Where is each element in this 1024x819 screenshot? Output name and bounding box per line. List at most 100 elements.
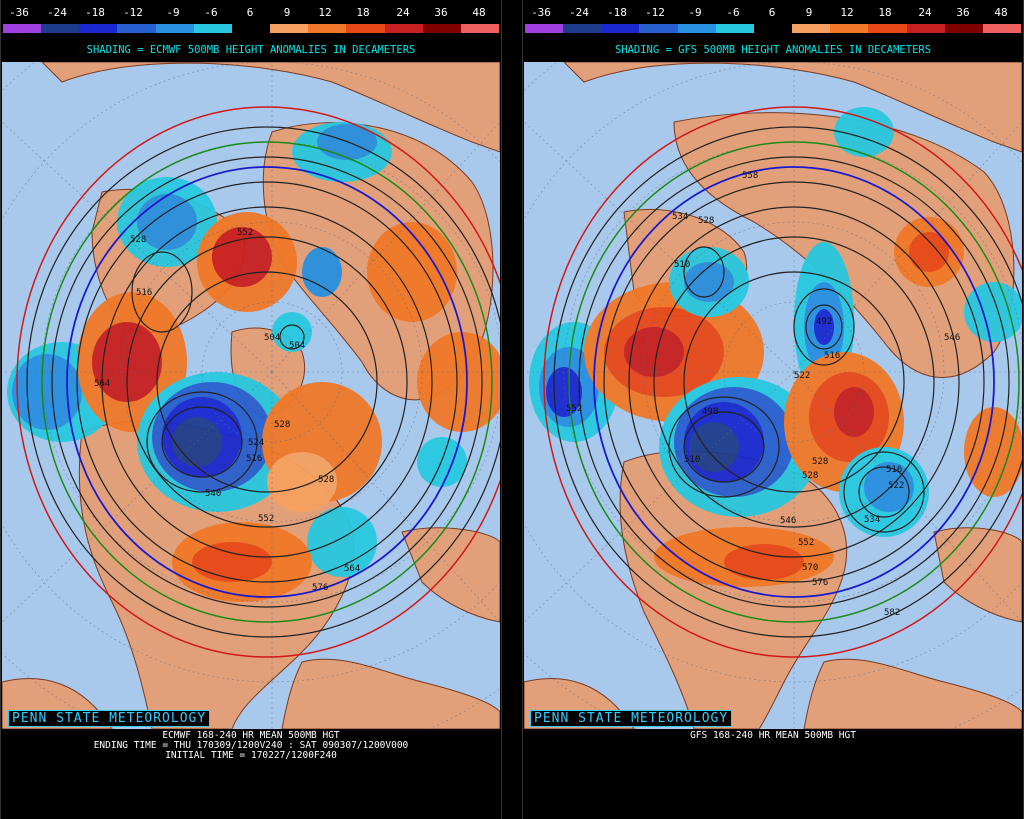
scale-swatch xyxy=(117,24,156,33)
contour-label: 510 xyxy=(674,260,690,270)
scale-label: -36 xyxy=(9,6,29,19)
scale-label: 36 xyxy=(956,6,970,19)
scale-labels: -36 -24 -18 -12 -9 -6 6 9 12 18 24 36 48 xyxy=(523,6,1023,20)
contour-labels: 558 534 528 510 492 516 522 498 510 528 … xyxy=(566,171,960,618)
scale-label: 48 xyxy=(472,6,486,19)
contour-label: 564 xyxy=(344,564,360,574)
scale-label: -12 xyxy=(645,6,665,19)
contour-552 xyxy=(66,166,468,598)
scale-swatch xyxy=(982,24,1022,33)
contour-label: 534 xyxy=(672,212,688,222)
shading-title: SHADING = ECMWF 500MB HEIGHT ANOMALIES I… xyxy=(86,44,416,56)
scale-label: -6 xyxy=(204,6,218,19)
scale-labels: -36 -24 -18 -12 -9 -6 6 9 12 18 24 36 48 xyxy=(1,6,501,20)
scale-swatch xyxy=(79,24,118,33)
scale-label: 9 xyxy=(805,6,813,19)
scale-swatch xyxy=(384,24,423,33)
scale-label: 12 xyxy=(840,6,854,19)
scale-swatch xyxy=(3,24,42,33)
contour-label: 516 xyxy=(886,465,902,475)
scale-swatch xyxy=(753,24,793,33)
scale-swatch xyxy=(308,24,347,33)
contour-label: 564 xyxy=(94,379,110,389)
gfs-panel: -36 -24 -18 -12 -9 -6 6 9 12 18 24 36 48… xyxy=(522,0,1024,819)
gfs-map-graphic: 558 534 528 510 492 516 522 498 510 528 … xyxy=(524,62,1022,729)
contour-red xyxy=(16,106,500,658)
scale-swatch xyxy=(868,24,907,33)
contour-label: 516 xyxy=(136,288,152,298)
scale-swatch xyxy=(193,24,232,33)
contour-label: 528 xyxy=(802,471,818,481)
scale-swatch xyxy=(525,24,564,33)
scale-swatch xyxy=(270,24,309,33)
contour-label: 552 xyxy=(237,228,253,238)
scale-label: 12 xyxy=(318,6,332,19)
contour-label: 546 xyxy=(780,516,796,526)
scale-label: -12 xyxy=(123,6,143,19)
scale-label: -9 xyxy=(166,6,180,19)
scale-swatch xyxy=(830,24,869,33)
caption-line-1: ECMWF 168-240 HR MEAN 500MB HGT xyxy=(162,730,340,741)
contour-label: 582 xyxy=(884,608,900,618)
scale-label: -24 xyxy=(47,6,67,19)
scale-label: -24 xyxy=(569,6,589,19)
contour-red xyxy=(543,106,1022,658)
contour-label: 558 xyxy=(742,171,758,181)
contour-label: 504 xyxy=(289,341,305,351)
caption-line-2: ENDING TIME = THU 170309/1200V240 : SAT … xyxy=(93,740,409,751)
scale-label: 6 xyxy=(246,6,254,19)
contour-label: 576 xyxy=(812,578,828,588)
contour-label: 492 xyxy=(816,317,832,327)
contour-label: 546 xyxy=(944,333,960,343)
contour-label: 516 xyxy=(824,351,840,361)
scale-swatch xyxy=(639,24,678,33)
contour-label: 522 xyxy=(794,371,810,381)
scale-label: -18 xyxy=(85,6,105,19)
scale-swatch xyxy=(155,24,194,33)
caption-line-1: GFS 168-240 HR MEAN 500MB HGT xyxy=(690,730,856,741)
contour-label: 552 xyxy=(798,538,814,548)
contour-label: 510 xyxy=(684,455,700,465)
scale-swatch xyxy=(41,24,80,33)
scale-swatch xyxy=(677,24,716,33)
scale-label: 36 xyxy=(434,6,448,19)
contour-label: 528 xyxy=(698,216,714,226)
contour-label: 576 xyxy=(312,583,328,593)
contour-label: 552 xyxy=(258,514,274,524)
height-contours xyxy=(26,126,500,638)
scale-swatch xyxy=(715,24,754,33)
scale-label: 24 xyxy=(918,6,932,19)
shading-title: SHADING = GFS 500MB HEIGHT ANOMALIES IN … xyxy=(614,44,932,56)
contour-label: 522 xyxy=(888,481,904,491)
scale-swatch xyxy=(601,24,640,33)
contour-green xyxy=(568,141,1020,623)
penn-state-brand: PENN STATE METEOROLOGY xyxy=(8,710,211,727)
scale-label: 6 xyxy=(768,6,776,19)
ecmwf-map: 552 528 516 504 504 564 528 524 516 540 … xyxy=(2,62,500,729)
contour-label: 540 xyxy=(205,489,221,499)
contour-label: 524 xyxy=(248,438,264,448)
scale-label: -6 xyxy=(726,6,740,19)
graticule xyxy=(2,62,500,729)
scale-label: 48 xyxy=(994,6,1008,19)
anomaly-color-scale: -36 -24 -18 -12 -9 -6 6 9 12 18 24 36 48 xyxy=(523,0,1023,36)
scale-swatch xyxy=(346,24,385,33)
scale-color-bar xyxy=(3,24,500,33)
scale-label: 24 xyxy=(396,6,410,19)
contour-labels: 552 528 516 504 504 564 528 524 516 540 … xyxy=(94,228,360,593)
contour-label: 528 xyxy=(318,475,334,485)
contour-552 xyxy=(593,166,995,598)
caption-line-3: INITIAL TIME = 170227/1200F240 xyxy=(165,750,337,761)
contour-green xyxy=(41,141,493,623)
scale-swatch xyxy=(422,24,461,33)
contour-label: 498 xyxy=(702,407,718,417)
contour-label: 534 xyxy=(864,515,880,525)
contour-label: 516 xyxy=(246,454,262,464)
contour-label: 504 xyxy=(264,333,280,343)
ecmwf-map-graphic: 552 528 516 504 504 564 528 524 516 540 … xyxy=(2,62,500,729)
scale-swatch xyxy=(944,24,983,33)
ecmwf-panel: -36 -24 -18 -12 -9 -6 6 9 12 18 24 36 48… xyxy=(0,0,502,819)
penn-state-brand: PENN STATE METEOROLOGY xyxy=(530,710,733,727)
height-contours xyxy=(553,126,1022,638)
gfs-map: 558 534 528 510 492 516 522 498 510 528 … xyxy=(524,62,1022,729)
